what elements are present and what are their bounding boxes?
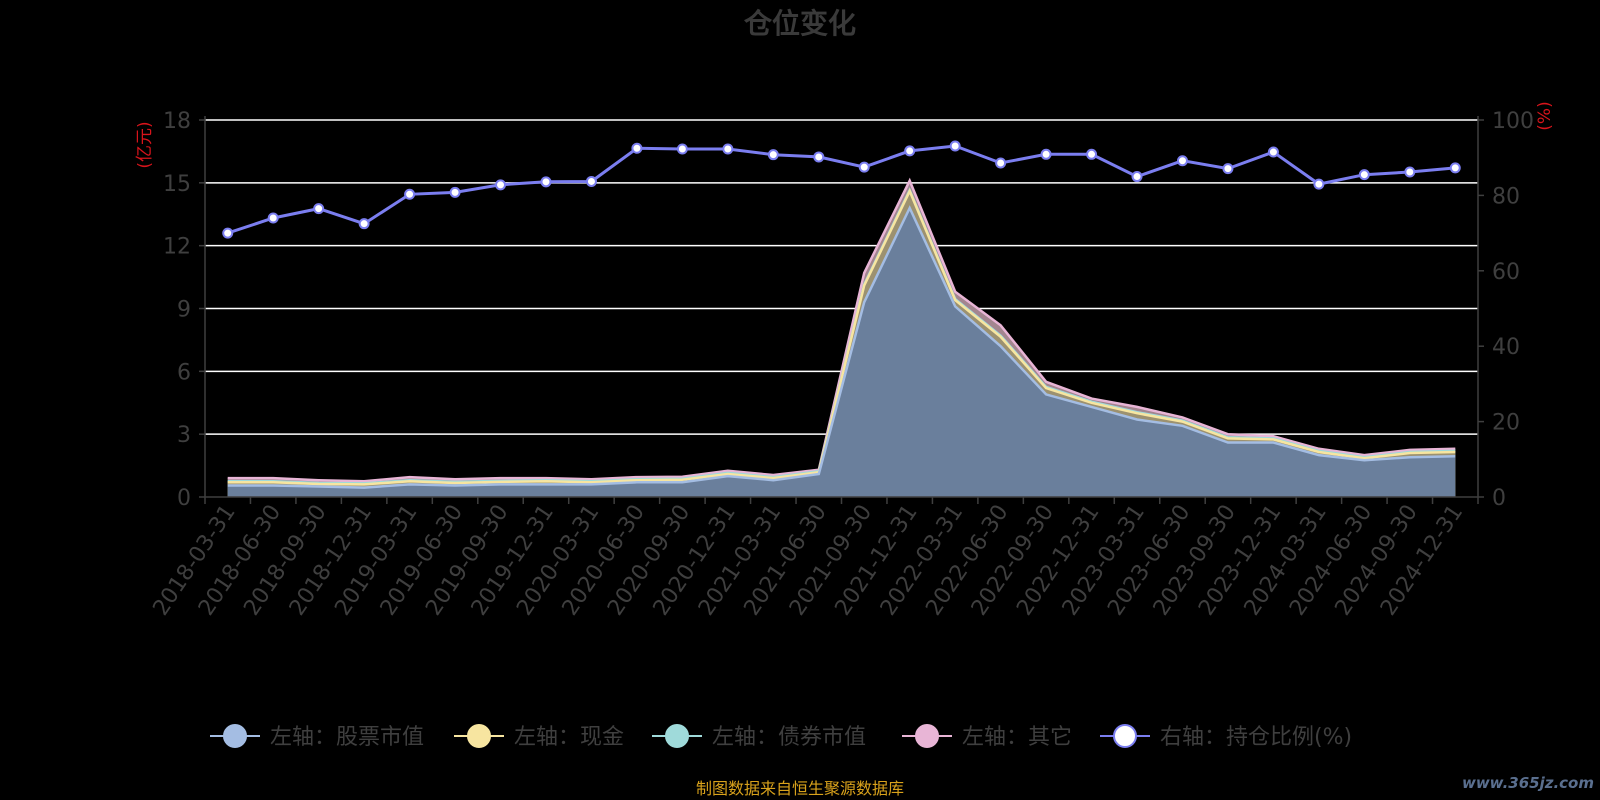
site-watermark: www.365jz.com bbox=[1461, 774, 1594, 792]
right-tick-label: 20 bbox=[1492, 411, 1520, 436]
position-ratio-point bbox=[222, 227, 234, 239]
chart-title: 仓位变化 bbox=[744, 7, 856, 40]
position-ratio-point bbox=[449, 186, 461, 198]
left-tick-label: 0 bbox=[177, 486, 191, 511]
area-line-1 bbox=[227, 188, 1456, 486]
position-ratio-point bbox=[722, 143, 734, 155]
legend-label-1: 左轴：现金 bbox=[514, 725, 624, 750]
left-tick-label: 15 bbox=[163, 172, 191, 197]
position-ratio-point bbox=[313, 203, 325, 215]
position-ratio-point bbox=[1358, 169, 1370, 181]
legend-label-3: 左轴：其它 bbox=[962, 725, 1072, 750]
position-ratio-point bbox=[1313, 178, 1325, 190]
position-ratio-point bbox=[1040, 148, 1052, 160]
position-ratio-point bbox=[1267, 146, 1279, 158]
position-ratio-point bbox=[1404, 166, 1416, 178]
area-line-3 bbox=[227, 177, 1456, 483]
position-ratio-point bbox=[813, 151, 825, 163]
position-ratio-point bbox=[631, 142, 643, 154]
position-ratio-point bbox=[995, 157, 1007, 169]
position-ratio-point bbox=[767, 149, 779, 161]
position-ratio-point bbox=[904, 145, 916, 157]
right-tick-label: 40 bbox=[1492, 335, 1520, 360]
area-line-0 bbox=[227, 205, 1456, 489]
right-tick-label: 80 bbox=[1492, 184, 1520, 209]
left-axis-name: (亿元) bbox=[135, 121, 155, 168]
position-ratio-point bbox=[585, 175, 597, 187]
position-ratio-point bbox=[949, 140, 961, 152]
right-tick-label: 0 bbox=[1492, 486, 1506, 511]
position-ratio-point bbox=[1131, 171, 1143, 183]
legend-label-4: 右轴：持仓比例(%) bbox=[1160, 725, 1352, 750]
left-tick-label: 12 bbox=[163, 235, 191, 260]
right-tick-label: 100 bbox=[1492, 109, 1534, 134]
legend-label-0: 左轴：股票市值 bbox=[270, 725, 424, 750]
position-ratio-point bbox=[358, 218, 370, 230]
position-ratio-point bbox=[540, 176, 552, 188]
left-tick-label: 6 bbox=[177, 360, 191, 385]
legend-marker-2 bbox=[665, 724, 689, 748]
legend-marker-0 bbox=[223, 724, 247, 748]
position-ratio-point bbox=[404, 188, 416, 200]
left-tick-label: 9 bbox=[177, 298, 191, 323]
position-ratio-point bbox=[1176, 155, 1188, 167]
left-tick-label: 3 bbox=[177, 423, 191, 448]
position-ratio-point bbox=[1222, 163, 1234, 175]
position-ratio-point bbox=[495, 179, 507, 191]
position-ratio-point bbox=[858, 161, 870, 173]
position-ratio-point bbox=[267, 212, 279, 224]
right-tick-label: 60 bbox=[1492, 260, 1520, 285]
legend-marker-1 bbox=[467, 724, 491, 748]
position-ratio-point bbox=[676, 143, 688, 155]
legend-marker-4 bbox=[1113, 724, 1137, 748]
area-0 bbox=[227, 208, 1456, 497]
legend-marker-3 bbox=[915, 724, 939, 748]
right-axis-name: (%) bbox=[1535, 101, 1555, 130]
position-ratio-point bbox=[1449, 162, 1461, 174]
left-tick-label: 18 bbox=[163, 109, 191, 134]
position-ratio-line bbox=[227, 144, 1456, 235]
legend-label-2: 左轴：债券市值 bbox=[712, 725, 866, 750]
data-source-note: 制图数据来自恒生聚源数据库 bbox=[695, 779, 904, 798]
position-ratio-point bbox=[1086, 148, 1098, 160]
